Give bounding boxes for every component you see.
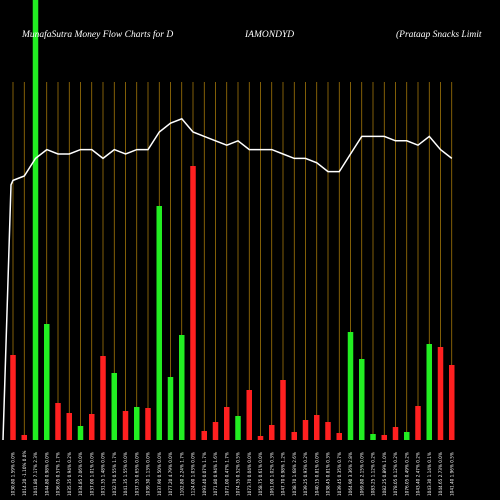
bar-down [437, 347, 444, 440]
x-tick-label: 1044.65 2.73% 0.0% [438, 452, 443, 496]
tick-labels: 1030.80 1.59% 0.0% 1014.20 -1.10% 0.0% 104… [11, 451, 455, 496]
chart-title-left: MunafaSutra Money Flow Charts for D [21, 29, 173, 40]
x-tick-label: 1035.35 0.94% 0.2% [67, 452, 72, 496]
bar-up [359, 359, 365, 440]
bar-up [370, 434, 376, 440]
x-tick-label: 1071.00 0.47% 1.7% [224, 452, 229, 496]
bar-down [381, 435, 387, 440]
x-tick-label: 1044.80 0.98% 0.0% [44, 452, 49, 496]
x-tick-label: 1036.05 0.57% 1.7% [56, 452, 61, 496]
bar-down [21, 435, 27, 440]
x-tick-label: 1037.00 1.01% 0.0% [89, 452, 94, 496]
bar-down [122, 411, 129, 440]
x-tick-label: 1041.35 1.55% 0.0% [123, 452, 128, 496]
bar-down [55, 403, 61, 440]
bar-up [156, 206, 162, 440]
bar-down [280, 380, 286, 440]
x-tick-label: 1031.35 1.48% 0.0% [101, 452, 106, 496]
chart-title-right: (Prataap Snacks Limit [396, 29, 482, 40]
bar-down [212, 422, 219, 440]
bar-up [347, 332, 354, 440]
bar-down [449, 365, 455, 440]
x-tick-label: 1064.90 3.36% 2.8% [348, 452, 353, 496]
x-tick-label: 1038.70 1.68% 2.6% [292, 452, 297, 496]
x-tick-label: 1040.15 0.81% 0.0% [314, 452, 319, 496]
line-layer [2, 117, 453, 441]
bar-up [44, 324, 50, 440]
bar-down [89, 414, 95, 440]
bar-down [100, 356, 106, 440]
bar-up [179, 335, 185, 440]
x-tick-label: 1032.70 0.55% 1.7% [112, 452, 117, 496]
money-flow-line [2, 117, 453, 441]
x-tick-label: 1038.45 0.81% 0.3% [326, 452, 331, 496]
bar-down [257, 436, 264, 440]
x-tick-label: 1030.80 1.59% 0.0% [11, 452, 16, 496]
x-tick-label: 1041.40 1.96% 0.5% [449, 452, 454, 496]
bar-down [336, 433, 342, 440]
x-tick-label: 1043.30 1.14% 0.1% [427, 452, 432, 496]
bar-up [134, 407, 140, 440]
x-tick-label: 1061.00 1.02% 0.3% [269, 452, 274, 496]
x-tick-label: 1039.30 1.13% 0.0% [146, 452, 151, 496]
x-tick-label: 1034.85 2.06% 0.0% [78, 452, 83, 496]
bar-down [201, 431, 207, 440]
bar-up [167, 377, 174, 440]
x-tick-label: 1039.25 0.93% 0.2% [303, 452, 308, 496]
x-tick-label: 1074.35 0.52% 0.5% [236, 452, 241, 496]
x-tick-label: 1071.80 0.94% 1.6% [213, 452, 218, 496]
bar-up [404, 432, 410, 440]
chart-title-mid: IAMONDYD [244, 30, 294, 40]
bar-down [145, 408, 151, 440]
bar-down [314, 415, 320, 440]
bar-down [269, 425, 275, 440]
x-tick-label: 1037.35 0.65% 0.0% [134, 452, 139, 496]
bar-up [235, 416, 241, 440]
x-tick-label: 1047.70 0.98% 1.2% [281, 452, 286, 496]
x-tick-label: 1037.90 0.50% 0.0% [157, 452, 162, 496]
bar-down [325, 422, 331, 440]
bars-layer [10, 0, 455, 440]
bar-down [66, 413, 72, 440]
bar-down [10, 355, 16, 440]
bar-down [415, 406, 421, 440]
bar-down [190, 166, 196, 440]
x-tick-label: 1073.70 0.04% 0.0% [247, 452, 252, 496]
bar-down [302, 420, 309, 440]
bar-up [426, 344, 432, 440]
x-tick-label: 1078.05 0.12% 0.2% [393, 452, 398, 496]
x-tick-label: 1102.80 2.24% 1.7% [179, 452, 184, 496]
x-tick-label: 1039.45 0.35% 0.7% [337, 452, 342, 496]
bar-down [392, 427, 399, 440]
bar-up [32, 0, 39, 440]
bar-up [111, 373, 117, 440]
x-tick-label: 1076.05 0.49% 0.2% [404, 452, 409, 496]
x-tick-label: 1077.20 4.79% 0.0% [168, 452, 173, 496]
x-tick-label: 1124.00 1.03% 0.0% [191, 452, 196, 496]
x-tick-label: 1058.75 0.61% 0.0% [258, 452, 263, 496]
bar-up [77, 426, 84, 440]
x-tick-label: 1093.40 0.07% 1.7% [202, 452, 207, 496]
bar-down [224, 407, 230, 440]
bar-down [291, 432, 297, 440]
x-tick-label: 1014.20 -1.10% 0.0% [22, 451, 27, 496]
x-tick-label: 1043.40 2.47% 0.2% [416, 452, 421, 496]
x-tick-label: 1041.80 7.17% 2.3% [33, 452, 38, 496]
x-tick-label: 1069.80 2.15% 0.0% [359, 452, 364, 496]
bar-down [246, 390, 252, 440]
x-tick-label: 1083.25 1.12% 0.2% [371, 452, 376, 496]
x-tick-label: 1082.25 0.89% 1.0% [382, 452, 387, 496]
